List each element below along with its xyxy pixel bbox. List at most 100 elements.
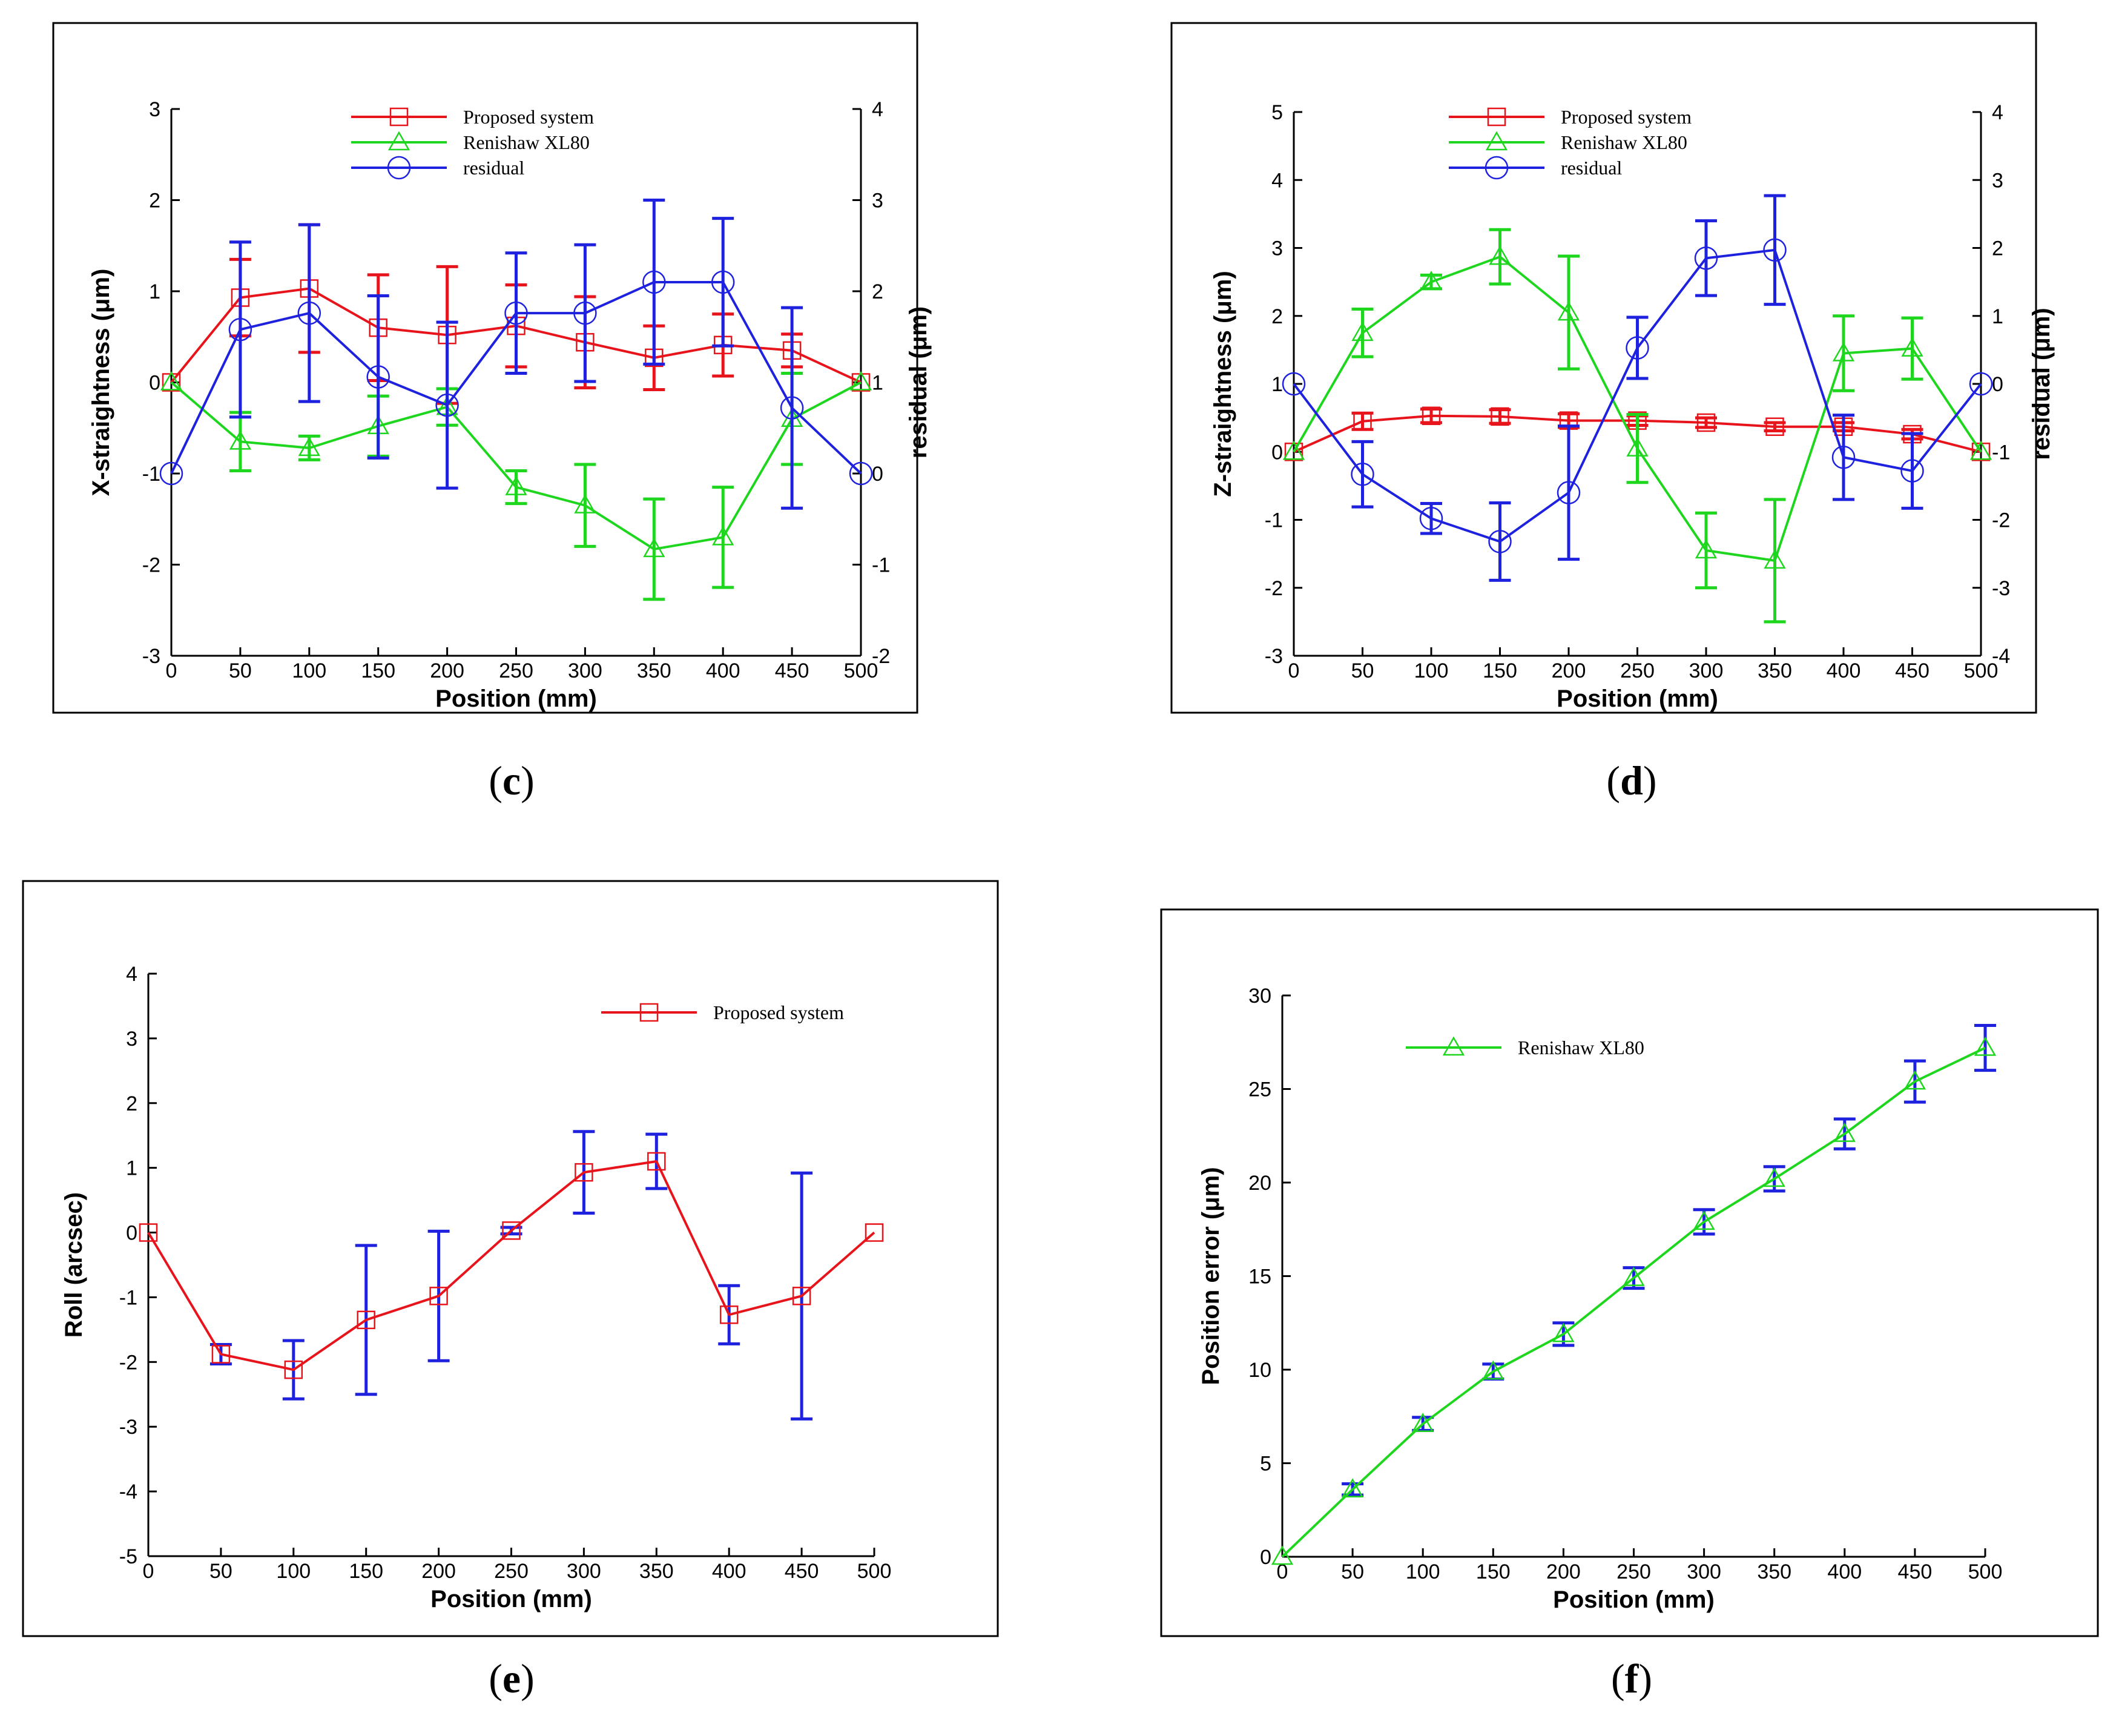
legend: Proposed system Renishaw XL80 residual bbox=[1449, 106, 1692, 180]
y-tick-label: 15 bbox=[1248, 1266, 1271, 1289]
data-point bbox=[1903, 1070, 1926, 1090]
legend-marker bbox=[387, 156, 411, 180]
x-tick-label: 300 bbox=[1687, 1560, 1721, 1583]
y-tick-label: 20 bbox=[1248, 1172, 1271, 1195]
data-point bbox=[504, 301, 528, 325]
y-tick-label: 0 bbox=[1271, 441, 1283, 464]
legend-marker bbox=[389, 107, 409, 127]
y-tick-label: 0 bbox=[126, 1222, 137, 1245]
data-point bbox=[1696, 413, 1716, 432]
panel-paren: ( bbox=[489, 757, 503, 804]
series-line bbox=[170, 280, 862, 475]
y-tick-label: 5 bbox=[1260, 1453, 1271, 1476]
x-tick-label: 150 bbox=[1476, 1560, 1511, 1583]
y-tick-label: 4 bbox=[1271, 169, 1283, 192]
y-axis-label: Z-straightness (μm) bbox=[1210, 271, 1236, 497]
y2-tick-label: -2 bbox=[1992, 509, 2010, 532]
legend: Renishaw XL80 bbox=[1406, 1036, 1644, 1058]
data-point bbox=[1901, 337, 1923, 357]
panel-paren: ) bbox=[1643, 757, 1657, 804]
panel-paren: ) bbox=[521, 757, 535, 804]
data-point bbox=[712, 526, 734, 546]
y2-tick-label: 2 bbox=[1992, 237, 2003, 260]
data-point bbox=[505, 476, 527, 495]
x-axis-label: Position (mm) bbox=[435, 685, 597, 712]
x-tick-label: 150 bbox=[1483, 659, 1517, 682]
series-residual bbox=[159, 199, 873, 510]
data-point bbox=[229, 430, 252, 450]
panel-c: 0 50 100 150 200 250 300 350 400 450 500 -3 -2 -1 0 1 2 3… bbox=[52, 22, 932, 714]
data-point bbox=[1693, 1210, 1715, 1230]
data-point bbox=[1763, 238, 1787, 262]
y-axis-label: X-straightness (μm) bbox=[88, 269, 114, 497]
x-tick-label: 400 bbox=[712, 1560, 746, 1583]
panel-letter: d bbox=[1620, 757, 1643, 804]
data-point bbox=[1351, 463, 1374, 486]
panel-letter: e bbox=[503, 1655, 521, 1701]
y-tick-label: 3 bbox=[1271, 237, 1283, 260]
data-point bbox=[643, 538, 665, 558]
series-line bbox=[1293, 248, 1982, 543]
y-tick-label: -3 bbox=[142, 645, 160, 668]
x-tick-label: 150 bbox=[361, 659, 395, 682]
legend-label: residual bbox=[463, 157, 524, 179]
data-point bbox=[1694, 246, 1718, 270]
series-proposed-system bbox=[139, 1130, 884, 1421]
panel-letter: c bbox=[503, 757, 521, 804]
legend-marker bbox=[639, 1003, 659, 1022]
y2-tick-label: -2 bbox=[872, 645, 890, 668]
x-tick-label: 450 bbox=[1895, 659, 1930, 682]
data-point bbox=[1282, 440, 1305, 460]
y-tick-label: -1 bbox=[1265, 509, 1283, 532]
data-point bbox=[780, 396, 804, 420]
y-tick-label: 5 bbox=[1271, 101, 1283, 124]
data-point bbox=[573, 301, 597, 325]
x-tick-label: 0 bbox=[1288, 659, 1300, 682]
data-point bbox=[575, 1163, 593, 1182]
y2-tick-label: -1 bbox=[872, 554, 890, 577]
y-tick-label: 0 bbox=[149, 372, 160, 395]
x-tick-label: 450 bbox=[1898, 1560, 1933, 1583]
x-tick-label: 250 bbox=[494, 1560, 529, 1583]
y2-tick-label: 4 bbox=[872, 98, 883, 121]
y-tick-label: -4 bbox=[119, 1480, 137, 1503]
legend-label: residual bbox=[1561, 157, 1622, 179]
data-point bbox=[1420, 271, 1443, 290]
panel-label: (d) bbox=[1606, 757, 1656, 804]
y-axis-label: Roll (arcsec) bbox=[61, 1192, 87, 1338]
legend-label: Proposed system bbox=[463, 106, 594, 128]
data-point bbox=[1489, 245, 1511, 265]
y-tick-label: 2 bbox=[149, 190, 160, 213]
data-point bbox=[139, 1223, 158, 1242]
data-point bbox=[647, 1152, 666, 1171]
data-point bbox=[1765, 417, 1784, 436]
data-point bbox=[1764, 549, 1786, 569]
legend-marker bbox=[1442, 1036, 1465, 1056]
y-tick-label: 25 bbox=[1248, 1078, 1271, 1101]
series-residual bbox=[1282, 194, 1993, 582]
x-tick-label: 200 bbox=[1552, 659, 1586, 682]
x-tick-label: 150 bbox=[349, 1560, 383, 1583]
data-point bbox=[849, 371, 872, 391]
panel-e: 0 50 100 150 200 250 300 350 400 450 500 -5 -4 -3 -2 -1… bbox=[22, 880, 999, 1637]
panel-f: 0 50 100 150 200 250 300 350 400 450 500 0 5 10 15 20 25… bbox=[1160, 908, 2099, 1637]
x-axis-label: Position (mm) bbox=[430, 1586, 592, 1612]
panel-paren: ( bbox=[1606, 757, 1620, 804]
x-tick-label: 300 bbox=[567, 1560, 601, 1583]
x-tick-label: 0 bbox=[1277, 1560, 1288, 1583]
y-tick-label: 4 bbox=[126, 963, 137, 986]
data-point bbox=[159, 461, 183, 486]
series-renishaw-xl80 bbox=[160, 371, 872, 601]
data-point bbox=[1351, 322, 1374, 342]
data-point bbox=[366, 365, 390, 389]
data-point bbox=[1557, 301, 1580, 321]
y-tick-label: 1 bbox=[126, 1157, 137, 1180]
x-tick-label: 400 bbox=[706, 659, 740, 682]
x-tick-label: 250 bbox=[1616, 1560, 1651, 1583]
x-tick-label: 350 bbox=[1758, 659, 1792, 682]
data-point bbox=[1969, 440, 1992, 460]
y-tick-label: -2 bbox=[1265, 577, 1283, 600]
x-tick-label: 300 bbox=[568, 659, 602, 682]
data-point bbox=[502, 1221, 521, 1240]
